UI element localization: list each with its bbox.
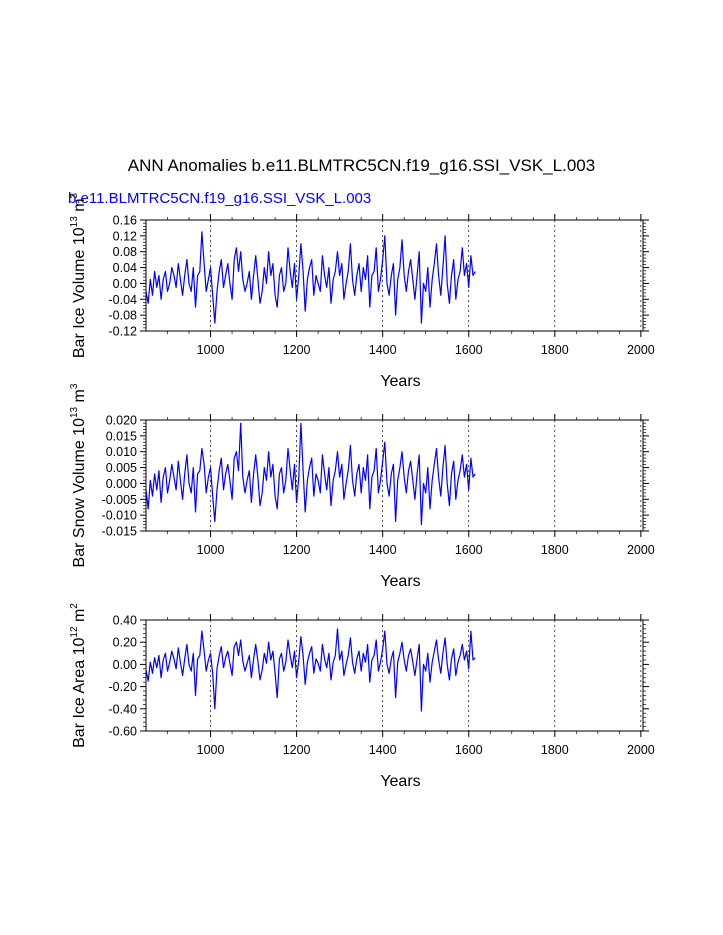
x-axis-title: Years: [380, 773, 420, 790]
y-unit-tail: m: [71, 198, 88, 216]
x-axis-title: Years: [380, 573, 420, 590]
x-tick-label-1400: 1400: [369, 743, 397, 757]
panel-1: -0.12 -0.08 -0.04 0.00 0.04 0.08 0.120.16 1000 1…: [69, 192, 655, 390]
x-tick-label-1800: 1800: [541, 743, 569, 757]
y-tick-label: -0.12: [109, 325, 138, 339]
y-tick-label: 0.005: [106, 461, 137, 475]
y-unit-base: 10: [71, 637, 88, 655]
x-tick-label-1200: 1200: [283, 743, 311, 757]
y-unit-base: 10: [71, 227, 88, 245]
y-tick-label: 0.40: [113, 614, 137, 628]
y-tick-label: 0.08: [113, 245, 137, 259]
y-tick-label: 0.000: [106, 477, 137, 491]
y-tick-label: 0.04: [113, 261, 137, 275]
y-tick-label: -0.015: [102, 525, 137, 539]
y-unit-base: 10: [71, 418, 88, 436]
y-tick-label: -0.010: [102, 509, 137, 523]
x-tick-label-1200: 1200: [283, 543, 311, 557]
x-tick-label-1600: 1600: [455, 543, 483, 557]
y-tick-label: 0.020: [106, 414, 137, 428]
plot-frame: [145, 619, 644, 732]
y-unit-tail: m: [71, 389, 88, 407]
x-tick-label-1800: 1800: [541, 543, 569, 557]
x-tick-label-1000: 1000: [197, 743, 225, 757]
y-tick-label: 0.00: [113, 658, 137, 672]
series-line: [145, 628, 476, 712]
x-tick-label-1400: 1400: [369, 543, 397, 557]
y-axis-title-text: Bar Ice Area: [71, 655, 88, 748]
y-unit-exp: 13: [69, 216, 80, 228]
x-tick-label-2000: 2000: [627, 343, 655, 357]
y-unit-tail-exp: 3: [69, 383, 80, 389]
panels-group: -0.12 -0.08 -0.04 0.00 0.04 0.08 0.120.16 1000 1…: [69, 192, 655, 790]
y-axis-title-text: Bar Ice Volume: [71, 245, 88, 358]
x-axis-title: Years: [380, 373, 420, 390]
y-tick-label: -0.08: [109, 309, 138, 323]
plot-frame: [145, 419, 644, 532]
y-tick-label: -0.20: [109, 680, 138, 694]
y-tick-label: 0.015: [106, 429, 137, 443]
y-tick-label: -0.04: [109, 293, 138, 307]
y-axis-title: Bar Snow Volume 1013 m3: [69, 383, 88, 567]
y-tick-label: 0.20: [113, 636, 137, 650]
x-tick-label-1400: 1400: [369, 343, 397, 357]
x-tick-label-1600: 1600: [455, 743, 483, 757]
x-tick-label-1200: 1200: [283, 343, 311, 357]
y-axis-title: Bar Ice Area 1012 m2: [69, 603, 88, 748]
case-name-label: b.e11.BLMTRC5CN.f19_g16.SSI_VSK_L.003: [68, 190, 372, 207]
y-unit-tail: m: [71, 609, 88, 627]
x-tick-label-1600: 1600: [455, 343, 483, 357]
x-tick-label-1000: 1000: [197, 343, 225, 357]
x-tick-label-2000: 2000: [627, 743, 655, 757]
y-tick-label: 0.12: [113, 229, 137, 243]
y-axis-title-text: Bar Snow Volume: [71, 436, 88, 568]
series-line: [145, 231, 476, 324]
series-line: [145, 422, 476, 526]
y-unit-tail-exp: 3: [69, 192, 80, 198]
x-tick-label-2000: 2000: [627, 543, 655, 557]
panel-2: -0.015 -0.010 -0.005 0.000 0.005 0.010 0.0150.…: [69, 383, 655, 590]
x-tick-label-1800: 1800: [541, 343, 569, 357]
y-tick-label: -0.60: [109, 725, 138, 739]
y-tick-label: 0.00: [113, 277, 137, 291]
y-axis-title: Bar Ice Volume 1013 m3: [69, 192, 88, 358]
plot-frame: [145, 219, 644, 332]
y-tick-label: -0.005: [102, 493, 137, 507]
figure-title: ANN Anomalies b.e11.BLMTRC5CN.f19_g16.SS…: [127, 156, 596, 175]
x-tick-label-1000: 1000: [197, 543, 225, 557]
y-unit-tail-exp: 2: [69, 603, 80, 609]
y-tick-label: -0.40: [109, 702, 138, 716]
y-tick-label: 0.010: [106, 445, 137, 459]
y-unit-exp: 12: [69, 626, 80, 638]
y-unit-exp: 13: [69, 406, 80, 418]
panel-3: -0.60 -0.40 -0.20 0.00 0.20 0.40 1000 1200 1400 1…: [69, 603, 655, 790]
y-tick-label: 0.16: [113, 214, 137, 228]
